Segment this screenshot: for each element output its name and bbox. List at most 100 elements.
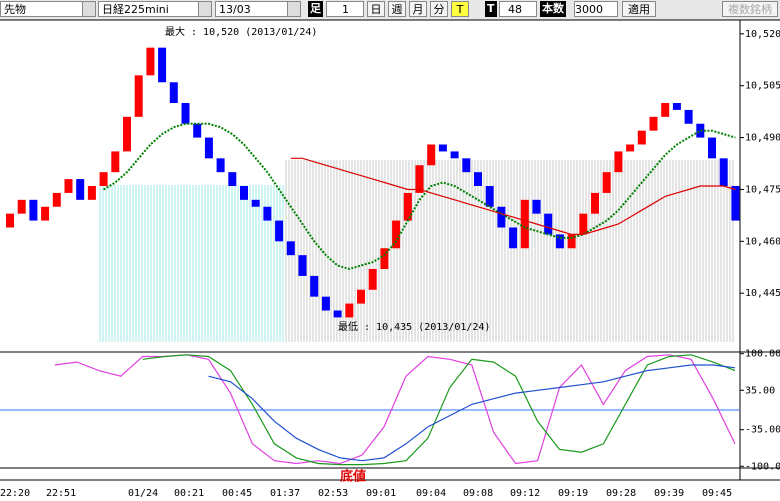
candle — [321, 296, 330, 311]
candle — [731, 186, 740, 221]
candle — [286, 241, 295, 256]
bar-input[interactable]: 1 — [326, 1, 364, 17]
candle — [474, 172, 482, 186]
annotation-bottom: 底値 — [340, 469, 366, 485]
candle — [614, 151, 623, 173]
candle — [29, 199, 38, 221]
candle — [649, 116, 658, 131]
x-tick-label: 01:37 — [270, 488, 300, 499]
candle — [64, 179, 73, 193]
day-button[interactable]: 日 — [367, 1, 385, 17]
x-tick-label: 09:39 — [654, 488, 684, 499]
t-input[interactable]: 48 — [499, 1, 537, 17]
candle — [298, 255, 307, 276]
candle — [193, 123, 202, 138]
candle — [602, 172, 611, 193]
candle — [204, 137, 213, 159]
candle — [450, 151, 459, 159]
x-tick-label: 09:12 — [510, 488, 540, 499]
instrument-select[interactable]: 日経225mini — [98, 1, 212, 17]
candle — [380, 248, 389, 269]
candle — [216, 158, 225, 173]
candle — [485, 186, 494, 207]
candle — [111, 151, 120, 173]
candle — [169, 82, 178, 103]
candle — [684, 109, 693, 124]
candle — [567, 234, 576, 249]
minute-button[interactable]: 分 — [430, 1, 448, 17]
candle — [41, 206, 50, 221]
multi-button[interactable]: 複数銘柄 — [722, 1, 778, 17]
candle — [626, 144, 635, 152]
candle — [555, 234, 564, 249]
count-input[interactable]: 3000 — [574, 1, 618, 17]
candle — [99, 172, 108, 186]
candle — [708, 137, 716, 159]
candle — [544, 213, 553, 235]
y-tick-label: 10,475 — [745, 184, 780, 195]
x-tick-label: 22:20 — [0, 488, 30, 499]
candle — [438, 144, 447, 152]
candle — [497, 206, 506, 228]
candle — [333, 310, 342, 318]
annotation-low: 最低 : 10,435 (2013/01/24) — [338, 320, 490, 333]
tick-button[interactable]: T — [451, 1, 469, 17]
candle — [310, 275, 319, 297]
x-tick-label: 09:04 — [416, 488, 446, 499]
y-tick-label: -100.0 — [745, 461, 780, 472]
x-tick-label: 00:21 — [174, 488, 204, 499]
candle — [357, 289, 365, 304]
series-line — [208, 364, 736, 462]
background-hatch — [98, 185, 285, 342]
candle — [123, 116, 131, 152]
y-tick-label: 10,505 — [745, 81, 780, 92]
candle — [661, 103, 670, 117]
candle — [532, 199, 541, 214]
x-tick-label: 09:08 — [463, 488, 493, 499]
toolbar: 先物 日経225mini 13/03 足 1 日 週 月 分 T T 48 本数… — [0, 0, 780, 20]
series-line — [103, 122, 736, 271]
x-tick-label: 09:01 — [366, 488, 396, 499]
t-label: T — [485, 1, 497, 17]
candle — [240, 186, 248, 200]
candle — [158, 47, 167, 83]
candle — [76, 179, 85, 200]
candle — [591, 192, 599, 214]
candle — [509, 227, 518, 249]
annotation-high: 最大 : 10,520 (2013/01/24) — [165, 25, 317, 38]
apply-button[interactable]: 適用 — [622, 1, 656, 17]
background-hatch — [285, 160, 735, 342]
candle — [345, 303, 354, 318]
candle — [275, 220, 284, 242]
y-tick-label: 100.00 — [745, 349, 780, 360]
y-tick-label: 10,490 — [745, 133, 780, 144]
y-tick-label: 10,460 — [745, 236, 780, 247]
week-button[interactable]: 週 — [388, 1, 406, 17]
market-select[interactable]: 先物 — [0, 1, 96, 17]
y-tick-label: -35.00 — [745, 425, 780, 436]
candle — [672, 103, 681, 110]
candle — [134, 75, 143, 117]
candle — [462, 158, 471, 173]
bar-label: 足 — [308, 1, 323, 17]
candle — [403, 192, 412, 221]
y-tick-label: 35.00 — [745, 385, 775, 396]
y-tick-label: 10,445 — [745, 288, 780, 299]
series-line — [54, 354, 736, 465]
candle — [579, 213, 588, 235]
month-button[interactable]: 月 — [409, 1, 427, 17]
candle — [146, 47, 155, 76]
candle — [181, 103, 190, 124]
candle — [228, 172, 237, 186]
candle — [415, 165, 424, 193]
candle — [427, 144, 436, 166]
candle — [6, 213, 14, 228]
candle — [696, 123, 705, 138]
candle — [17, 199, 26, 214]
y-tick-label: 10,520 — [745, 29, 780, 40]
contract-select[interactable]: 13/03 — [215, 1, 301, 17]
candle — [263, 206, 272, 221]
candle — [52, 192, 61, 207]
